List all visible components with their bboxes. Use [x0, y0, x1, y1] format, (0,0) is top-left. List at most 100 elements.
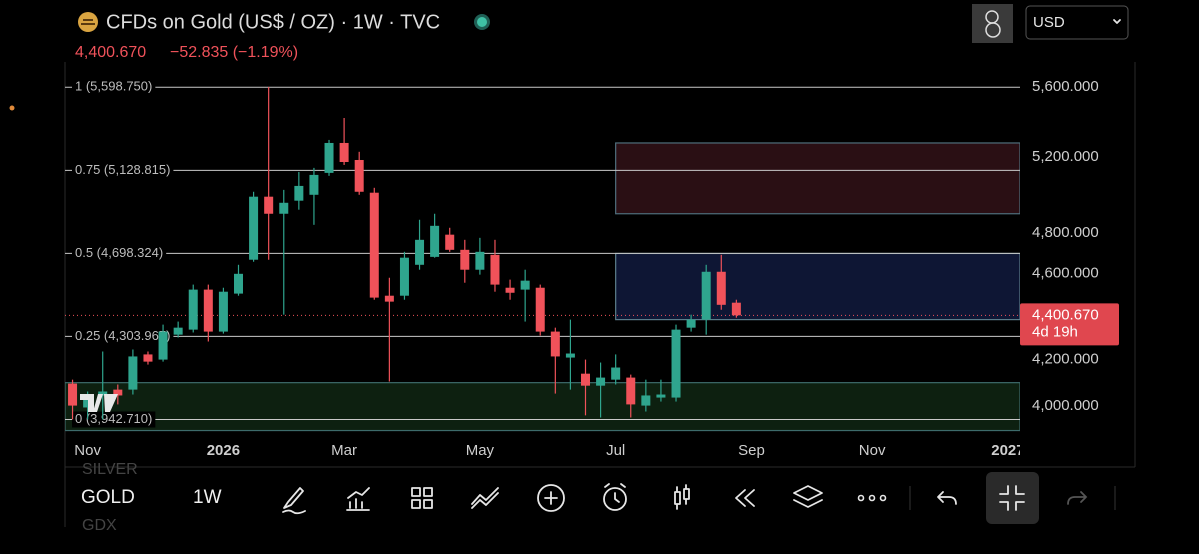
candle-body [264, 196, 274, 214]
candle-body [309, 174, 319, 195]
fib-label-bg [72, 411, 156, 428]
interval-picker[interactable]: 1W [193, 487, 222, 508]
y-tick-label: 4,800.000 [1032, 224, 1099, 241]
candle-body [686, 319, 696, 328]
currency-label: USD [1033, 14, 1065, 31]
symbol-icon [78, 12, 98, 32]
chevron [1113, 19, 1121, 24]
redo-button[interactable] [1067, 491, 1088, 505]
avatar-icon-2 [985, 22, 1001, 38]
alert-tool-hands [604, 483, 626, 503]
candle-body [294, 185, 304, 201]
status-dot [477, 17, 487, 27]
candle-body [384, 295, 394, 302]
y-tick-label: 5,200.000 [1032, 148, 1099, 165]
candle-body [565, 353, 575, 358]
fib-label: 0.5 (4,698.324) [75, 245, 163, 260]
chart-type-tool[interactable] [674, 484, 690, 510]
currency-select[interactable] [1025, 5, 1129, 40]
candle-body [143, 354, 153, 362]
candle-body [475, 251, 485, 270]
more-dot[interactable] [879, 494, 887, 502]
candle-body [716, 271, 726, 305]
candle-body [173, 327, 183, 335]
fib-label-bg [72, 79, 156, 96]
add-tool-plus [544, 491, 558, 505]
candle-body [731, 302, 741, 316]
layout-tool[interactable] [411, 487, 433, 509]
candle-body [324, 142, 334, 173]
next-symbol[interactable]: GDX [82, 517, 117, 534]
x-axis: Nov 2026 Mar May Jul Sep Nov 2027 [74, 442, 1024, 459]
candle-body [550, 331, 560, 357]
dot [9, 105, 15, 111]
candle-body [113, 389, 123, 396]
toolbar: SILVER GOLD GDX 1W [81, 461, 1116, 534]
x-tick-label: 2027 [991, 442, 1024, 459]
fib-label-bg [72, 162, 174, 179]
alert-tool[interactable] [603, 487, 627, 511]
collapse-icon [999, 485, 1025, 511]
symbol-title[interactable]: CFDs on Gold (US$ / OZ) · 1W · TVC [106, 11, 440, 33]
layers-tool[interactable] [793, 485, 823, 508]
last-price: 4,400.670 [75, 44, 146, 61]
candle-body [490, 254, 500, 285]
draw-tool[interactable] [282, 487, 306, 515]
candle-body [233, 273, 243, 294]
price-tag [1020, 303, 1119, 346]
candle-body [399, 257, 409, 296]
candle-body [671, 329, 681, 398]
candle-body [68, 383, 78, 406]
symbol-picker[interactable]: GOLD [81, 487, 135, 508]
watermark [80, 394, 118, 412]
undo-button[interactable] [937, 491, 957, 505]
candle-body [354, 159, 364, 192]
fib-label: 1 (5,598.750) [75, 79, 152, 94]
candle-body [128, 356, 138, 390]
x-tick-label: Sep [738, 442, 765, 459]
indicators-tool[interactable] [346, 487, 370, 511]
candle-body [158, 331, 168, 360]
compare-tool[interactable] [471, 487, 499, 509]
y-tick-label: 4,200.000 [1032, 351, 1099, 368]
candle-body [460, 249, 470, 270]
plot: 1 (5,598.750) 0.75 (5,128.815) 0.5 (4,698.… [65, 79, 1020, 432]
candle-body [445, 234, 455, 250]
candle-body [520, 280, 530, 290]
candle-body [430, 225, 440, 257]
candle-body [596, 377, 606, 386]
fib-label: 0 (3,942.710) [75, 411, 152, 426]
x-tick-label: 2026 [207, 442, 240, 459]
fib-label: 0.25 (4,303.967) [75, 328, 170, 343]
candle-body [580, 373, 590, 386]
fib-label-bg [72, 328, 174, 345]
candle-body [611, 367, 621, 380]
replay-tool[interactable] [735, 489, 755, 507]
zone [615, 252, 1020, 321]
fib-label-bg [72, 245, 167, 262]
symbol-icon-bars [81, 19, 95, 25]
zone [615, 142, 1020, 215]
x-tick-label: Mar [331, 442, 357, 459]
candle-body [505, 287, 515, 293]
candle-body [98, 391, 108, 396]
candle-body [203, 289, 213, 332]
candle-body [188, 289, 198, 330]
candle-body [641, 395, 651, 406]
zone [65, 382, 1020, 432]
more-dot[interactable] [868, 494, 876, 502]
fullscreen-button[interactable] [986, 472, 1039, 524]
x-tick-label: Nov [74, 442, 101, 459]
x-tick-label: Nov [859, 442, 886, 459]
candle-body [656, 394, 666, 398]
price-change: −52.835 (−1.19%) [170, 44, 298, 61]
candle-body [83, 397, 93, 408]
more-dot[interactable] [857, 494, 865, 502]
x-tick-label: May [466, 442, 495, 459]
axes: 5,600.000 5,200.000 4,800.000 4,600.000 4,20… [74, 78, 1119, 459]
candle-body [626, 377, 636, 405]
prev-symbol[interactable]: SILVER [82, 461, 138, 478]
y-tick-label: 4,000.000 [1032, 397, 1099, 414]
add-tool[interactable] [537, 484, 565, 512]
